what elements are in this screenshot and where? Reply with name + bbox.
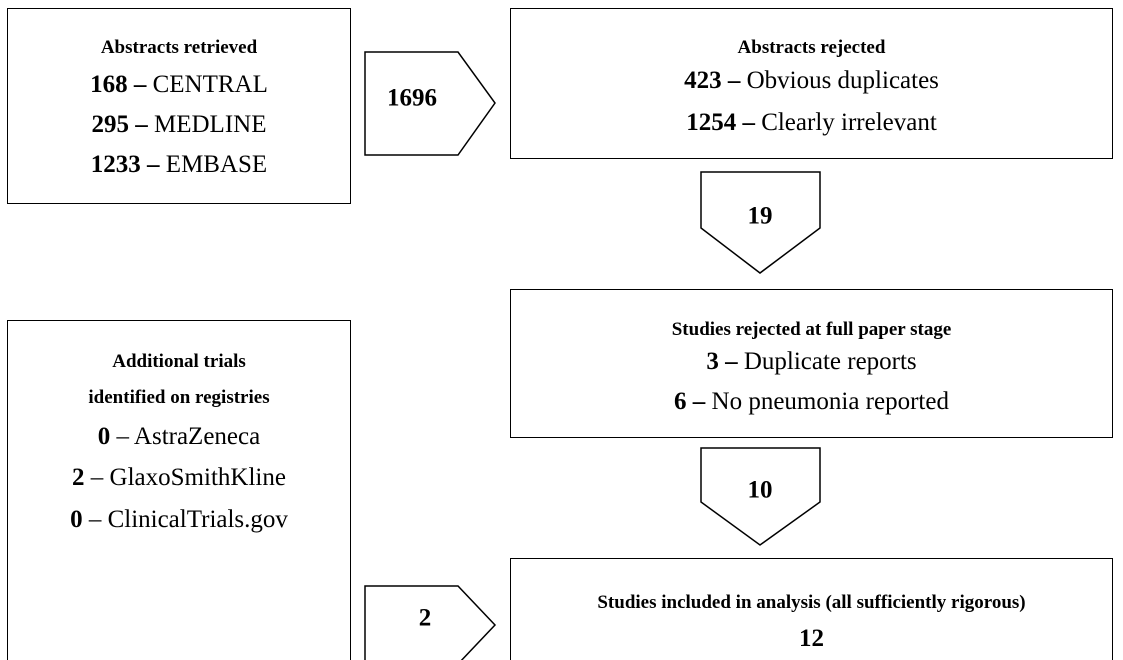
- item-dash: –: [742, 109, 755, 136]
- item: 295 – MEDLINE: [8, 111, 350, 139]
- arrow-count: 1696: [387, 85, 437, 112]
- box-title: Additional trials: [112, 351, 246, 372]
- item: 3 – Duplicate reports: [511, 348, 1112, 376]
- item-label: GlaxoSmithKline: [109, 464, 286, 491]
- box-title: Studies rejected at full paper stage: [671, 319, 952, 340]
- item-number: 1254: [686, 109, 737, 136]
- item-label: ClinicalTrials.gov: [107, 506, 288, 533]
- box-title: Abstracts rejected: [737, 37, 886, 58]
- item-dash: –: [90, 464, 104, 491]
- included-count: 12: [799, 625, 824, 652]
- item-number: 168: [90, 71, 128, 98]
- item-label: AstraZeneca: [133, 423, 261, 450]
- arrow: [700, 171, 821, 274]
- item-number: 295: [91, 111, 130, 138]
- item-label: Clearly irrelevant: [761, 109, 937, 136]
- item-dash: –: [133, 71, 147, 98]
- box-title: Abstracts retrieved: [100, 37, 258, 58]
- item-number: 6: [674, 388, 687, 415]
- item: 1254 – Clearly irrelevant: [511, 109, 1112, 137]
- item-number: 3: [706, 348, 719, 375]
- box-title: Studies included in analysis (all suffic…: [597, 592, 1026, 613]
- arrow: [364, 51, 496, 156]
- item-number: 2: [72, 464, 85, 491]
- item: 423 – Obvious duplicates: [511, 67, 1112, 95]
- arrow-count: 10: [748, 477, 773, 504]
- item-dash: –: [725, 348, 738, 375]
- item: 6 – No pneumonia reported: [511, 388, 1112, 416]
- item-label: CENTRAL: [152, 71, 268, 98]
- box-title: identified on registries: [88, 387, 270, 408]
- arrow-count: 2: [419, 605, 432, 632]
- arrow: [364, 585, 497, 660]
- rejected-box: Abstracts rejected 423 – Obvious duplica…: [510, 8, 1113, 159]
- item-label: EMBASE: [165, 151, 268, 178]
- item-dash: –: [147, 151, 160, 178]
- item-number: 0: [70, 506, 83, 533]
- item: 0 – ClinicalTrials.gov: [8, 506, 350, 534]
- item-label: MEDLINE: [154, 111, 267, 138]
- item-label: Obvious duplicates: [746, 67, 939, 94]
- item-dash: –: [692, 388, 706, 415]
- item-dash: –: [727, 67, 741, 94]
- item-number: 0: [97, 423, 111, 450]
- arrow: [700, 447, 821, 546]
- item-label: No pneumonia reported: [711, 388, 949, 415]
- item-number: 1233: [90, 151, 141, 178]
- item: 168 – CENTRAL: [8, 71, 350, 99]
- retrieved-box: Abstracts retrieved 168 – CENTRAL 295 – …: [7, 8, 351, 204]
- item: 0 – AstraZeneca: [8, 423, 350, 451]
- item-number: 423: [684, 67, 722, 94]
- item-dash: –: [116, 423, 130, 450]
- item: 1233 – EMBASE: [8, 151, 350, 179]
- arrow-count: 19: [748, 203, 773, 230]
- full-paper-box: Studies rejected at full paper stage 3 –…: [510, 289, 1113, 438]
- included-box: Studies included in analysis (all suffic…: [510, 558, 1113, 660]
- item: 2 – GlaxoSmithKline: [8, 464, 350, 492]
- registries-box: Additional trials identified on registri…: [7, 320, 351, 660]
- item-label: Duplicate reports: [743, 348, 917, 375]
- item-dash: –: [135, 111, 148, 138]
- item-dash: –: [88, 506, 102, 533]
